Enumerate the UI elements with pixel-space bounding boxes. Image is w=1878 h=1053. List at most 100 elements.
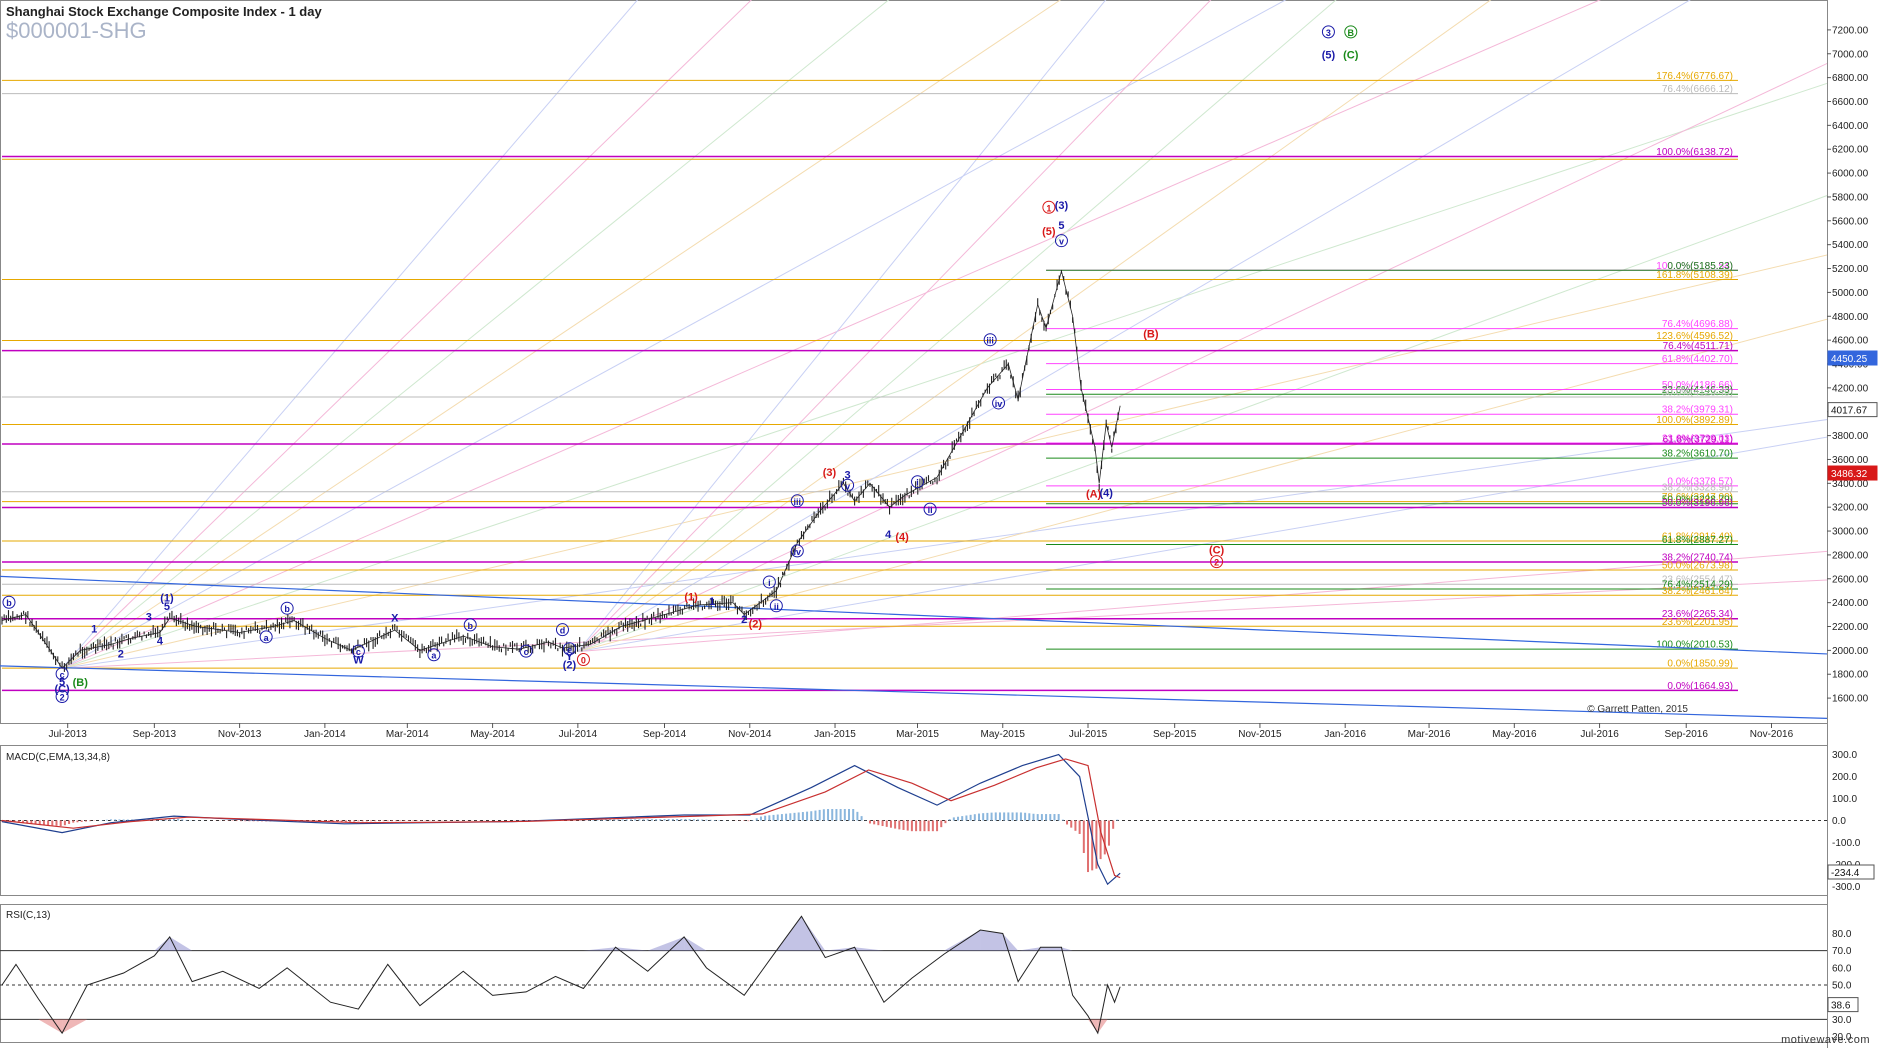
wave-label: (2)	[563, 659, 577, 671]
rsi-zone-fill	[684, 936, 707, 951]
y-tick-label: 3000.00	[1832, 527, 1869, 538]
wave-label: 5	[59, 677, 65, 689]
y-tick-label: 2000.00	[1832, 646, 1869, 657]
price-tag	[1827, 402, 1878, 418]
fib-level-label: 23.6%(2554.47)	[1662, 575, 1733, 586]
wave-label-circle	[427, 648, 441, 662]
wave-label-circle	[1321, 25, 1335, 39]
wave-label: c	[60, 670, 65, 680]
wave-label-circle	[910, 475, 924, 489]
fib-level-label: 50.0%(3228.79)	[1662, 494, 1733, 505]
wave-label: iii	[986, 336, 994, 346]
wave-label: (4)	[895, 532, 909, 544]
wave-label: 5	[1058, 220, 1064, 232]
macd-tick-label: 0.0	[1832, 816, 1846, 827]
y-tick-label: 2600.00	[1832, 574, 1869, 585]
y-tick-label: 2200.00	[1832, 622, 1869, 633]
wave-label: v	[845, 481, 850, 491]
rsi-value-label: 38.6	[1831, 1001, 1851, 1012]
wave-label: ii	[774, 602, 779, 612]
fib-level-label: 78.6%(3247.00)	[1662, 492, 1733, 503]
y-tick-label: 6400.00	[1832, 121, 1869, 132]
wave-label-circle	[983, 333, 997, 347]
wave-label: 2	[118, 649, 124, 661]
y-tick-label: 1800.00	[1832, 670, 1869, 681]
macd-tick-label: 200.0	[1832, 772, 1857, 783]
y-tick-label: 7200.00	[1832, 25, 1869, 36]
trend-channel	[0, 575, 1828, 719]
wave-label: a	[431, 651, 437, 661]
price-y-axis: 1600.00 1800.00 2000.00 2200.00 2400.00 2600.…	[1827, 25, 1878, 705]
y-tick-label: 2800.00	[1832, 550, 1869, 561]
fib-level-label: 76.4%(4511.71)	[1663, 341, 1733, 352]
fib-level-label: 38.2%(2461.64)	[1662, 586, 1733, 597]
fan-line	[577, 0, 1337, 652]
fib-level-label: 38.2%(3328.96)	[1662, 482, 1733, 493]
fan-line	[577, 318, 1827, 653]
fib-level-label: 176.4%(6776.67)	[1656, 71, 1733, 82]
fib-level-label: 38.2%(3979.31)	[1662, 405, 1733, 416]
rsi-zone-fill	[1040, 947, 1062, 951]
rsi-tick-label: 50.0	[1832, 981, 1852, 992]
fib-level-label: 161.8%(5108.39)	[1656, 270, 1733, 281]
wave-label: c	[524, 647, 529, 657]
wave-label-circle	[923, 502, 937, 516]
wave-label-circle	[280, 601, 294, 615]
wave-label: a	[264, 633, 270, 643]
wave-label: B	[1348, 28, 1355, 38]
rsi-zone-fill	[944, 930, 981, 951]
y-tick-label: 5800.00	[1832, 192, 1869, 203]
fib-level-label: 50.0%(2673.98)	[1662, 560, 1733, 571]
rsi-zone-fill	[647, 936, 685, 951]
fan-line	[577, 0, 1492, 652]
fib-level-label: 123.6%(4596.52)	[1656, 331, 1733, 342]
x-tick-label: Jul-2013	[49, 729, 88, 740]
fib-level-label: 61.8%(3729.11)	[1663, 435, 1733, 446]
x-tick-label: Nov-2013	[218, 729, 262, 740]
wave-label-circle	[790, 494, 804, 508]
fan-line	[61, 0, 1062, 669]
x-tick-label: Jan-2014	[304, 729, 346, 740]
x-tick-label: Sep-2013	[133, 729, 177, 740]
wave-label: (5)	[1042, 226, 1056, 238]
fan-line	[577, 0, 1691, 652]
y-tick-label: 6000.00	[1832, 169, 1869, 180]
fan-line	[61, 0, 890, 669]
wave-label-circle	[762, 575, 776, 589]
price-line	[1, 269, 1121, 669]
wave-label: 3	[146, 612, 152, 624]
wave-label: 0	[581, 655, 586, 665]
wave-label-circle	[790, 544, 804, 558]
wave-label: (2)	[749, 619, 763, 631]
fib-level-label: 61.8%(2916.40)	[1662, 532, 1733, 543]
wave-label: (B)	[73, 677, 89, 689]
rsi-tick-label: 60.0	[1832, 963, 1852, 974]
wave-label-circle	[562, 642, 576, 656]
fan-line	[61, 82, 1827, 669]
upper-channel-line	[0, 575, 1828, 655]
macd-value-tag	[1827, 864, 1875, 880]
y-tick-label: 3800.00	[1832, 431, 1869, 442]
rsi-zone-fill	[1018, 947, 1041, 951]
wave-label: (5)	[1322, 50, 1336, 62]
wave-label: (3)	[823, 467, 837, 479]
y-tick-label: 5600.00	[1832, 216, 1869, 227]
macd-signal-line	[1, 758, 1121, 879]
fan-line	[577, 195, 1827, 653]
fan-line	[577, 436, 1827, 653]
fib-level-label: 61.8%(2887.27)	[1662, 535, 1733, 546]
wave-label: 4	[885, 529, 892, 541]
rsi-panel: RSI(C,13)80.070.060.050.040.030.020.038.…	[0, 910, 1859, 1043]
wave-label: d	[560, 626, 566, 636]
wave-label-circle	[351, 644, 365, 658]
wave-label-circle	[2, 595, 16, 609]
wave-label: iii	[794, 497, 802, 507]
rsi-zone-fill	[980, 930, 1003, 951]
fib-level-label: 38.2%(3610.70)	[1662, 449, 1733, 460]
x-tick-label: Sep-2016	[1665, 729, 1709, 740]
wave-label: Y	[566, 651, 574, 663]
wave-label: iv	[995, 399, 1003, 409]
wave-label-circle	[555, 623, 569, 637]
